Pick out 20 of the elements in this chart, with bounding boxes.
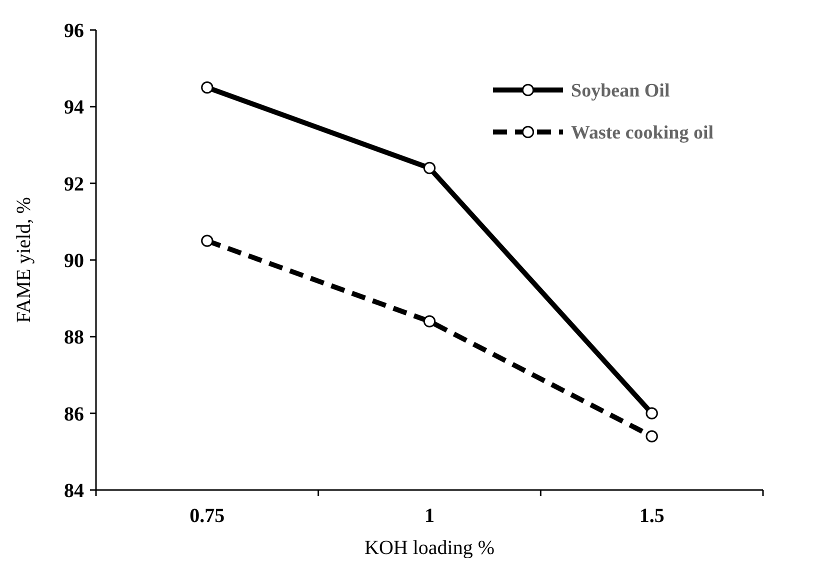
y-tick-label: 88 xyxy=(64,326,84,349)
x-axis-title: KOH loading % xyxy=(364,537,494,559)
y-tick-label: 90 xyxy=(64,250,84,272)
x-tick-label: 0.75 xyxy=(190,505,225,527)
point xyxy=(646,430,658,442)
x-tick-label: 1 xyxy=(424,505,434,527)
point xyxy=(646,407,658,420)
y-tick-label: 84 xyxy=(64,480,84,502)
legend-label: Soybean Oil xyxy=(571,80,670,102)
point xyxy=(423,162,436,174)
point xyxy=(201,81,214,94)
y-tick-label: 96 xyxy=(64,20,84,42)
y-tick-label: 92 xyxy=(64,173,84,196)
y-axis-title: FAME yield, % xyxy=(13,197,35,323)
x-tick-label: 1.5 xyxy=(639,505,664,527)
legend-label: Waste cooking oil xyxy=(571,122,714,144)
y-tick-label: 94 xyxy=(64,96,84,119)
point xyxy=(423,315,436,328)
point xyxy=(201,234,214,247)
y-tick-label: 86 xyxy=(64,403,84,426)
